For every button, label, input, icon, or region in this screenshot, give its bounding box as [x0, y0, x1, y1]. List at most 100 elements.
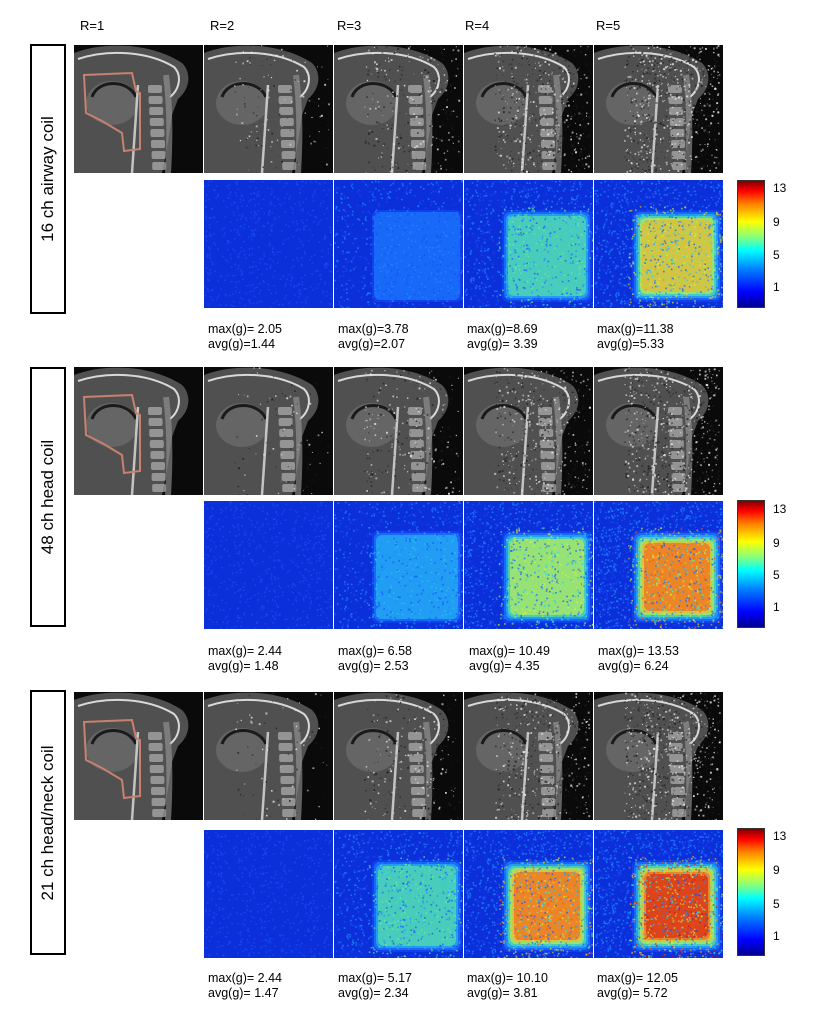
max-g: max(g)= 13.53: [598, 644, 679, 658]
g-factor-graphic: [204, 501, 333, 629]
mri-slice-graphic: [464, 367, 591, 495]
g-factor-map: [204, 180, 333, 308]
mri-slice-graphic: [74, 45, 189, 173]
max-g: max(g)= 5.17: [338, 971, 412, 985]
stats-block: max(g)= 12.05 avg(g)= 5.72: [597, 971, 678, 1001]
mri-image: [74, 367, 203, 495]
stats-block: max(g)= 2.44 avg(g)= 1.47: [208, 971, 282, 1001]
mri-slice-graphic: [74, 367, 189, 495]
colorbar-tick: 1: [773, 600, 780, 614]
g-factor-map: [464, 180, 593, 308]
colorbar: [737, 500, 765, 628]
avg-g: avg(g)= 3.81: [467, 986, 538, 1000]
avg-g: avg(g)= 1.48: [208, 659, 279, 673]
avg-g: avg(g)=5.33: [597, 337, 665, 351]
g-factor-map: [334, 180, 463, 308]
mri-image: [204, 45, 333, 173]
stats-block: max(g)= 6.58 avg(g)= 2.53: [338, 644, 412, 674]
mri-slice-graphic: [74, 692, 189, 820]
roi-outline: [82, 71, 141, 153]
g-factor-map: [594, 501, 723, 629]
g-factor-graphic: [334, 180, 463, 308]
g-factor-map: [594, 830, 723, 958]
stats-block: max(g)=11.38 avg(g)=5.33: [597, 322, 674, 352]
mri-slice-graphic: [594, 45, 721, 173]
g-factor-graphic: [464, 830, 593, 958]
max-g: max(g)=8.69: [467, 322, 538, 336]
g-factor-map: [334, 830, 463, 958]
colorbar-tick: 5: [773, 568, 780, 582]
g-factor-graphic: [334, 501, 463, 629]
mri-slice-graphic: [204, 367, 329, 495]
avg-g: avg(g)= 2.34: [338, 986, 409, 1000]
g-factor-map: [204, 830, 333, 958]
colorbar: [737, 828, 765, 956]
g-factor-map: [204, 501, 333, 629]
coil-label-text: 48 ch head coil: [38, 439, 57, 555]
max-g: max(g)=3.78: [338, 322, 409, 336]
max-g: max(g)= 2.05: [208, 322, 282, 336]
mri-slice-graphic: [464, 45, 591, 173]
colorbar-tick: 5: [773, 897, 780, 911]
avg-g: avg(g)=1.44: [208, 337, 276, 351]
stats-block: max(g)=8.69 avg(g)= 3.39: [467, 322, 538, 352]
mri-image: [334, 45, 463, 173]
colorbar-tick: 5: [773, 248, 780, 262]
avg-g: avg(g)= 6.24: [598, 659, 669, 673]
mri-image: [74, 692, 203, 820]
max-g: max(g)= 12.05: [597, 971, 678, 985]
g-factor-graphic: [594, 180, 723, 308]
stats-block: max(g)= 2.05 avg(g)=1.44: [208, 322, 282, 352]
avg-g: avg(g)= 3.39: [467, 337, 538, 351]
colorbar: [737, 180, 765, 308]
mri-slice-graphic: [204, 692, 328, 820]
roi-outline: [82, 718, 141, 800]
g-factor-graphic: [334, 830, 463, 958]
mri-image: [334, 692, 463, 820]
mri-image: [594, 692, 723, 820]
stats-block: max(g)= 10.49 avg(g)= 4.35: [469, 644, 550, 674]
mri-slice-graphic: [334, 45, 461, 173]
colorbar-tick: 9: [773, 536, 780, 550]
avg-g: avg(g)= 5.72: [597, 986, 668, 1000]
avg-g: avg(g)= 4.35: [469, 659, 540, 673]
mri-slice-graphic: [334, 692, 461, 820]
avg-g: avg(g)= 1.47: [208, 986, 279, 1000]
g-factor-graphic: [204, 180, 333, 308]
colorbar-tick: 9: [773, 863, 780, 877]
g-factor-map: [594, 180, 723, 308]
g-factor-map: [334, 501, 463, 629]
coil-label-48ch: 48 ch head coil: [30, 367, 66, 627]
column-header-r4: R=4: [465, 18, 490, 33]
mri-slice-graphic: [334, 367, 460, 495]
g-factor-graphic: [594, 501, 723, 629]
stats-block: max(g)= 13.53 avg(g)= 6.24: [598, 644, 679, 674]
g-factor-graphic: [594, 830, 723, 958]
colorbar-tick: 1: [773, 929, 780, 943]
column-header-r5: R=5: [596, 18, 621, 33]
stats-block: max(g)= 10.10 avg(g)= 3.81: [467, 971, 548, 1001]
mri-image: [334, 367, 463, 495]
mri-image: [464, 692, 593, 820]
mri-slice-graphic: [594, 367, 721, 495]
mri-image: [464, 367, 593, 495]
g-factor-graphic: [464, 180, 593, 308]
colorbar-tick: 1: [773, 280, 780, 294]
avg-g: avg(g)=2.07: [338, 337, 406, 351]
coil-label-16ch: 16 ch airway coil: [30, 44, 66, 314]
colorbar-tick: 9: [773, 215, 780, 229]
g-factor-map: [464, 830, 593, 958]
g-factor-graphic: [204, 830, 333, 958]
max-g: max(g)= 6.58: [338, 644, 412, 658]
g-factor-graphic: [464, 501, 593, 629]
column-header-r3: R=3: [337, 18, 362, 33]
max-g: max(g)= 2.44: [208, 971, 282, 985]
colorbar-tick: 13: [773, 181, 787, 195]
avg-g: avg(g)= 2.53: [338, 659, 409, 673]
column-header-r2: R=2: [210, 18, 235, 33]
g-factor-map: [464, 501, 593, 629]
mri-slice-graphic: [204, 45, 330, 173]
max-g: max(g)= 2.44: [208, 644, 282, 658]
mri-image: [594, 367, 723, 495]
stats-block: max(g)= 2.44 avg(g)= 1.48: [208, 644, 282, 674]
